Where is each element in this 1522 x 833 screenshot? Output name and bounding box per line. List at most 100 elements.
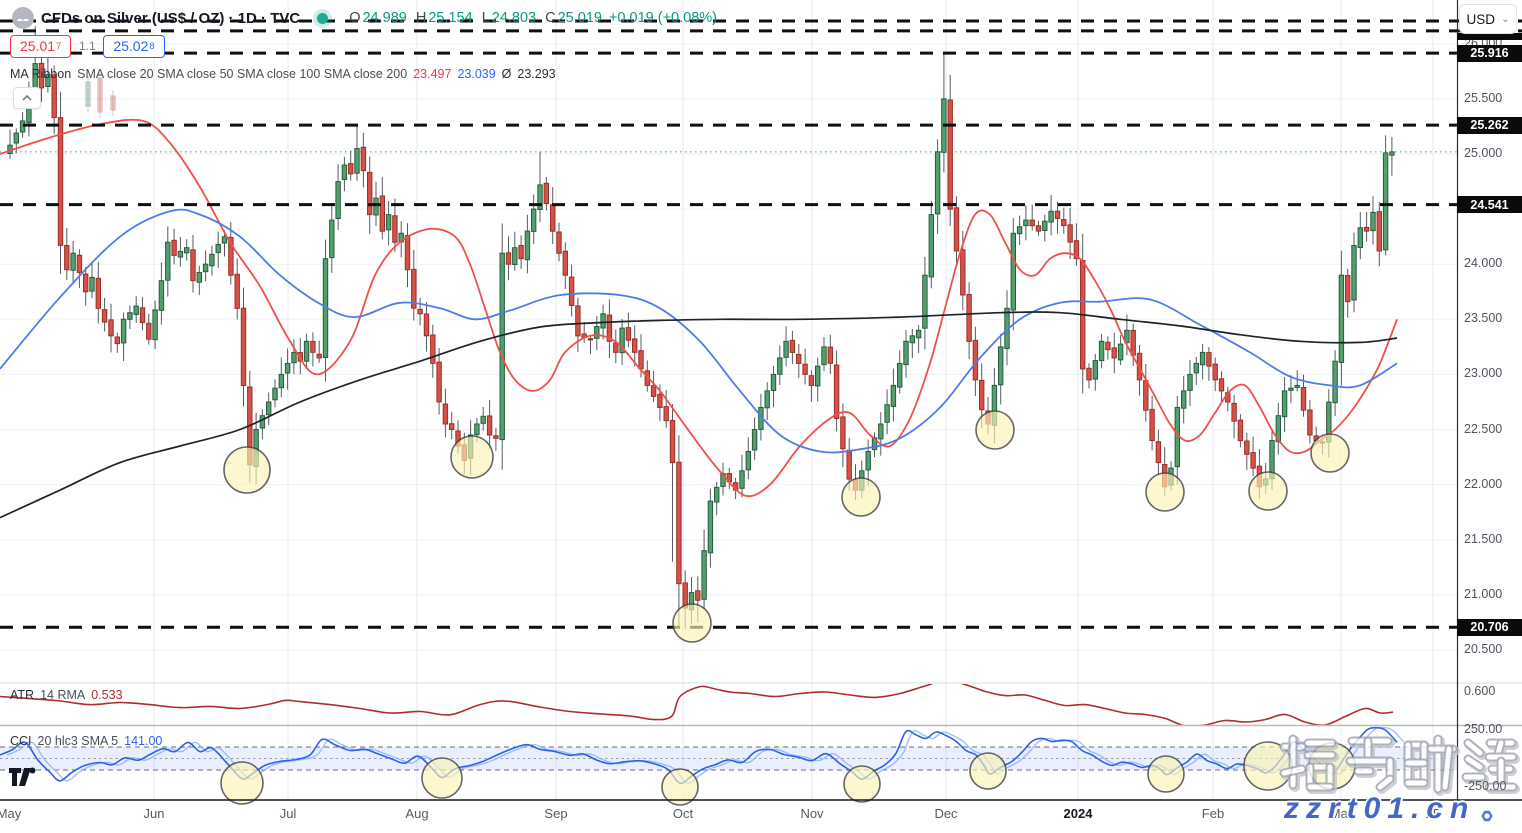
candle [1244,440,1250,455]
candle [505,252,512,265]
candle [865,451,871,471]
price-tick: 23.500 [1464,311,1503,326]
symbol-header[interactable]: CFDs on Silver (US$ / OZ) · 1D · TVC O 24… [12,6,717,30]
candle [57,117,64,246]
candle [600,313,606,329]
highlight-circle [223,446,271,494]
candle [1086,367,1092,381]
candle [284,362,291,374]
candle [348,163,354,175]
candle [1231,402,1237,422]
candle [638,350,644,370]
candle [240,307,247,387]
candle [1389,151,1395,156]
tradingview-logo-icon[interactable] [8,766,38,793]
time-axis-label: Jun [143,806,165,821]
sell-price-button[interactable]: 25.01 7 [10,34,72,58]
candle [884,404,890,423]
atr-legend[interactable]: ATR 14 RMA 0.533 [10,687,123,702]
candle [423,313,430,337]
candle [95,277,101,309]
candle [802,363,808,375]
cci-value: 141.00 [124,733,163,748]
currency-label: USD [1466,11,1496,27]
candle [619,327,625,354]
candle [1048,210,1054,223]
time-axis-label: Nov [800,806,824,821]
candle [632,338,638,353]
watermark-cjk [1279,734,1520,796]
candle [846,449,852,480]
candle [442,403,449,425]
candle [613,342,619,353]
highlight-circle [1310,433,1350,473]
candle [1376,211,1382,252]
candle [171,239,177,256]
time-axis-label: Mar [1329,806,1353,821]
candle [701,550,707,600]
time-axis-label: Jul [279,806,297,821]
avg-symbol: Ø [501,67,512,81]
candle [764,390,770,409]
candle [379,195,386,232]
ma-ribbon-legend[interactable]: MA Ribbon SMA close 20 SMA close 50 SMA … [10,66,556,82]
close-value: 25.019 [557,10,602,26]
candle [827,346,833,364]
candle [392,215,398,243]
candle [897,362,903,388]
candle [1351,245,1357,301]
open-value: 24.989 [362,10,407,26]
candle [1250,452,1256,469]
candle [1111,347,1117,359]
candle [512,247,518,265]
buy-price-button[interactable]: 25.02 8 [103,34,165,58]
watermark-stroke [1465,740,1483,756]
candle [329,219,335,259]
candle [1332,360,1338,404]
candle [928,214,934,278]
candle [13,132,20,144]
symbol-title[interactable]: CFDs on Silver (US$ / OZ) · 1D · TVC [41,9,301,27]
candle [550,204,556,232]
candle [966,294,972,342]
candle [909,335,915,344]
candle [739,470,745,489]
price-tick: 22.000 [1464,476,1503,491]
market-status-icon[interactable] [317,12,329,24]
candle [606,314,613,342]
candle [385,214,392,231]
candle [114,336,120,345]
chevron-down-icon: ⌄ [1501,13,1510,25]
low-value: 24.803 [491,10,537,26]
highlight-circle [450,435,494,479]
candle [934,151,941,215]
candle [707,500,714,554]
candle-faded [97,77,103,113]
currency-dropdown[interactable]: USD ⌄ [1459,4,1517,34]
candle [796,353,802,364]
candle [1187,373,1193,391]
candle [1061,219,1067,227]
price-tick: 21.000 [1464,586,1503,601]
candle [676,461,682,585]
candle [979,379,985,411]
highlight-circle [421,757,463,799]
candle [360,146,367,172]
cci-legend[interactable]: CCI 20 hlc3 SMA 5 141.00 [10,733,163,748]
candle [960,249,966,296]
highlight-circle [220,761,264,805]
candle [184,247,190,254]
candle [449,423,455,431]
candle [335,181,341,220]
candle [1105,341,1111,351]
time-axis-label: Dec [934,806,958,821]
candle-faded [85,81,91,107]
candle [808,375,815,386]
legend-collapse-button[interactable] [13,87,41,109]
candle [1363,226,1370,232]
candle [1155,441,1162,464]
candle [493,435,499,439]
highlight-circle [661,768,699,806]
candle [1237,419,1244,442]
